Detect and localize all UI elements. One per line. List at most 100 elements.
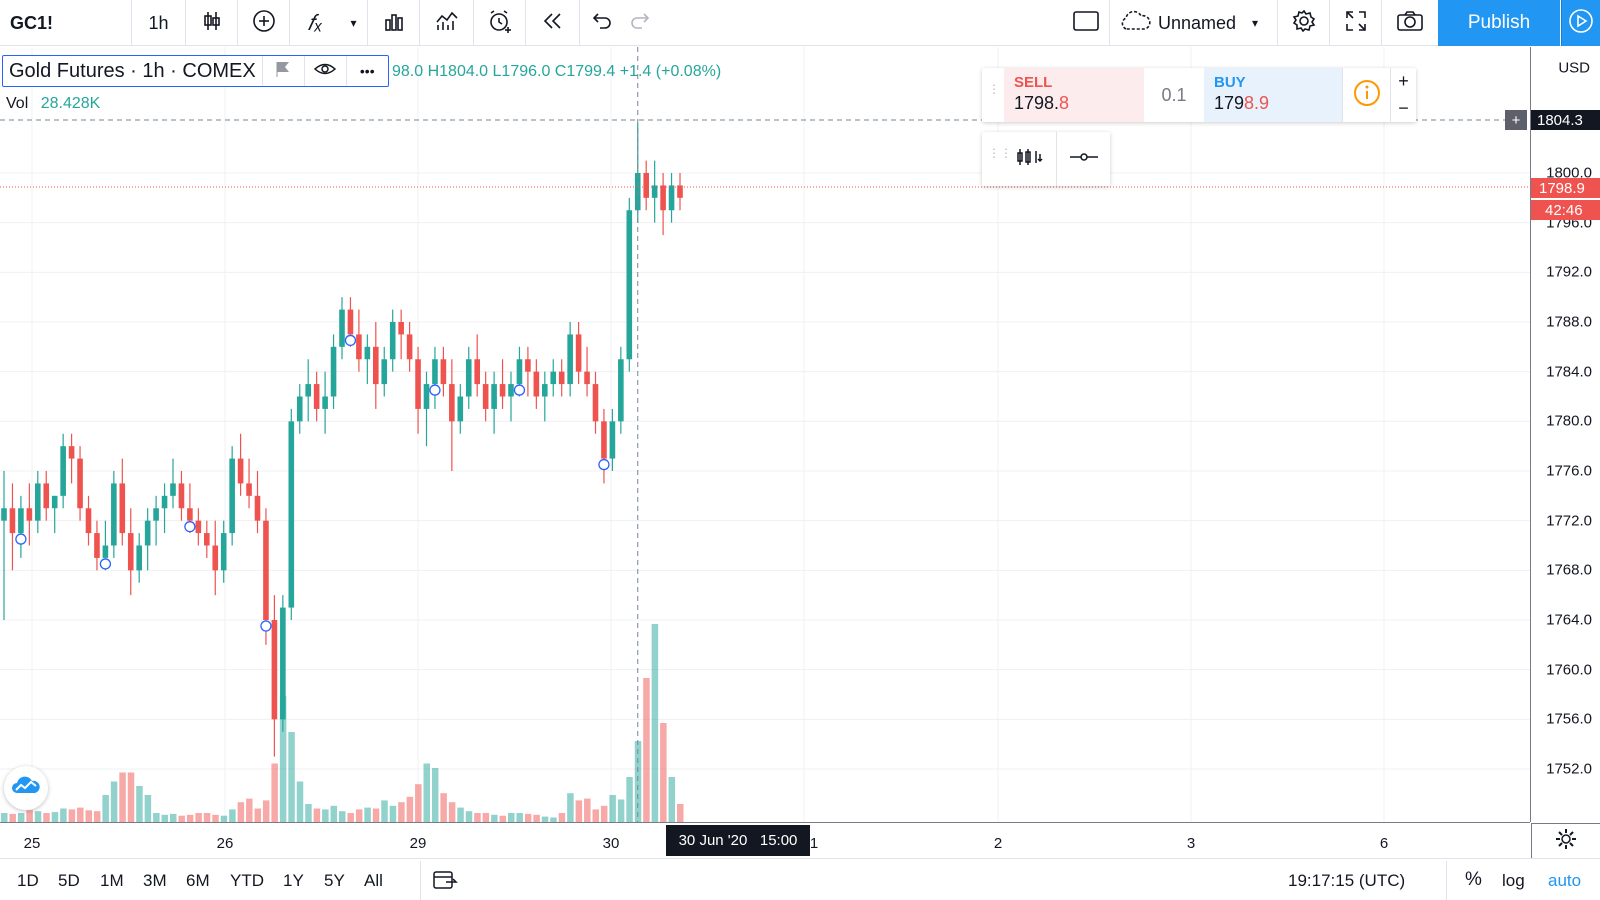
buy-price: 1798.9 (1214, 93, 1332, 114)
rewind-icon (541, 11, 565, 36)
candle-body (144, 520, 151, 546)
candle-body (356, 334, 362, 360)
compare-button[interactable] (238, 0, 290, 46)
buy-price-main: 179 (1214, 93, 1245, 113)
last-price-tag: 1798.9 (1531, 178, 1600, 198)
volume-bar (516, 813, 523, 822)
financials-button[interactable] (368, 0, 420, 46)
candle-body (584, 371, 590, 385)
info-icon (1353, 79, 1381, 112)
auto-toggle[interactable]: auto (1548, 871, 1582, 890)
price-axis[interactable]: 1800.0 1796.0 1792.0 1788.0 1784.0 1780.0 1776… (1530, 47, 1600, 822)
candle-body (220, 533, 227, 571)
percent-toggle[interactable]: % (1465, 869, 1482, 890)
range-1d[interactable]: 1D (17, 871, 39, 890)
volume-bar (271, 763, 278, 822)
templates-button[interactable] (420, 0, 474, 46)
settings-button[interactable] (1278, 0, 1330, 46)
undo-button[interactable] (584, 0, 620, 46)
candle-body (212, 545, 219, 571)
dividend-marker (598, 458, 610, 471)
quantity-field[interactable]: 0.1 (1161, 84, 1187, 105)
candle-body (254, 495, 261, 521)
chart-pane[interactable] (0, 47, 1530, 822)
play-button[interactable] (1561, 0, 1600, 46)
logo-cloud-icon (11, 776, 41, 801)
time-tick: 25 (23, 835, 41, 852)
last-price: 1798.9 (1539, 179, 1585, 197)
volume-bar (508, 813, 515, 822)
crosshair-price: 1804.3 (1537, 111, 1583, 129)
redo-button[interactable] (622, 0, 658, 46)
range-1y[interactable]: 1Y (283, 871, 304, 890)
candle-body (77, 458, 83, 509)
price-tick: 1756.0 (1546, 710, 1592, 728)
line-tool-button[interactable] (1056, 132, 1110, 186)
time-axis[interactable]: 25 26 29 30 1 2 3 6 30 Jun '20 15:00 (0, 822, 1530, 858)
range-3m[interactable]: 3M (143, 871, 167, 890)
replay-button[interactable] (526, 0, 580, 46)
flag-button[interactable] (261, 56, 304, 86)
tradingview-logo[interactable] (4, 766, 48, 810)
volume-bar (322, 809, 329, 822)
candle-body (161, 495, 168, 509)
increase-qty-button[interactable]: + (1390, 68, 1416, 95)
expand-icon (1345, 10, 1367, 37)
indicators-button[interactable]: 𝑓ₓ (290, 0, 340, 46)
layout-name-button[interactable]: Unnamed ▾ (1110, 0, 1278, 46)
sell-button[interactable]: SELL 1798.8 (1004, 68, 1144, 122)
visibility-button[interactable] (303, 56, 346, 86)
chart-settings-button[interactable] (1531, 823, 1600, 858)
chart-style-button[interactable] (186, 0, 238, 46)
alert-button[interactable] (474, 0, 526, 46)
volume-bar (153, 813, 160, 822)
bar-style-button[interactable] (1004, 132, 1056, 186)
drawing-toolbar: ⋮⋮ (982, 132, 1110, 186)
eye-icon (313, 60, 337, 83)
candle-body (68, 446, 75, 459)
crosshair-price-tag: + 1804.3 (1505, 110, 1600, 130)
clock[interactable]: 19:17:15 (UTC) (1288, 871, 1406, 890)
time-tick: 1 (809, 835, 819, 852)
candle-body (432, 359, 438, 385)
info-button[interactable] (1342, 68, 1390, 122)
date-range-button[interactable] (432, 869, 458, 896)
publish-button[interactable]: Publish (1438, 0, 1560, 46)
range-5d[interactable]: 5D (58, 871, 80, 890)
range-all[interactable]: All (364, 871, 383, 890)
more-button[interactable]: ••• (345, 56, 388, 86)
price-tick: 1800.0 (1546, 164, 1592, 182)
plus-icon: + (1505, 110, 1527, 130)
range-5y[interactable]: 5Y (324, 871, 345, 890)
log-toggle[interactable]: log (1502, 871, 1525, 890)
select-layout-button[interactable] (1062, 0, 1110, 46)
buy-button[interactable]: BUY 1798.9 (1204, 68, 1342, 122)
interval-button[interactable]: 1h (132, 0, 186, 46)
volume-bar (195, 813, 202, 822)
range-6m[interactable]: 6M (186, 871, 210, 890)
indicators-dropdown[interactable]: ▾ (340, 0, 368, 46)
fullscreen-button[interactable] (1330, 0, 1382, 46)
series-legend[interactable]: Gold Futures · 1h · COMEX ••• (2, 55, 389, 87)
volume-bar (34, 811, 42, 822)
plus-icon: + (1398, 71, 1409, 91)
divider (1446, 861, 1447, 900)
price-chart[interactable] (0, 47, 1530, 822)
dividend-marker (344, 334, 357, 347)
candle-body (263, 520, 269, 620)
candle-body (457, 396, 464, 422)
candle-body (102, 545, 109, 558)
price-tick: 1760.0 (1546, 661, 1592, 679)
decrease-qty-button[interactable]: − (1390, 95, 1416, 122)
candle-body (229, 458, 235, 534)
range-ytd[interactable]: YTD (230, 871, 264, 890)
range-1m[interactable]: 1M (100, 871, 124, 890)
line-bars-icon (435, 10, 459, 37)
volume-bar (643, 678, 650, 822)
symbol-search-button[interactable]: GC1! (0, 0, 132, 46)
snapshot-button[interactable] (1384, 0, 1436, 46)
candle-body (170, 483, 176, 496)
volume-bar (347, 813, 354, 822)
candle-body (423, 384, 430, 409)
candle-body (313, 384, 320, 409)
